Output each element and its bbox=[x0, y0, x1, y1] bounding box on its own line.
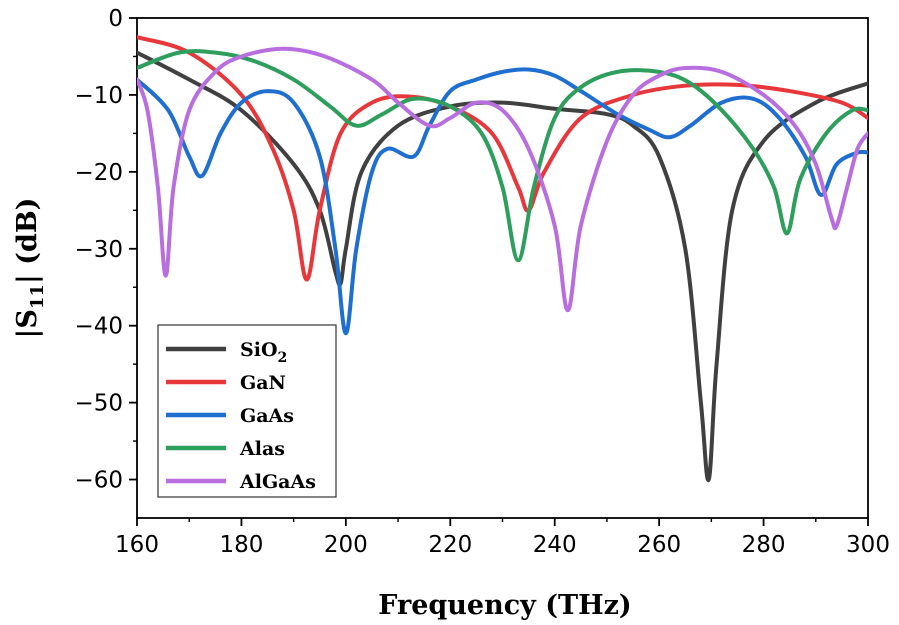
y-tick-label: −60 bbox=[74, 468, 123, 494]
y-tick-label: −50 bbox=[74, 391, 123, 417]
x-tick-label: 260 bbox=[637, 532, 681, 558]
y-axis-title-part-2: | (dB) bbox=[12, 198, 43, 284]
axis-tick-labels: 160 180 200 220 240 260 280 300 0 −10 −20 −30 −40 −50… bbox=[74, 6, 890, 558]
series-line-gaas bbox=[137, 67, 868, 336]
x-tick-label: 180 bbox=[219, 532, 263, 558]
x-tick-label: 220 bbox=[428, 532, 472, 558]
y-tick-label: −10 bbox=[74, 83, 123, 109]
x-tick-label: 200 bbox=[324, 532, 368, 558]
series-lines bbox=[137, 35, 868, 482]
x-tick-label: 160 bbox=[115, 532, 159, 558]
legend-box bbox=[157, 324, 337, 498]
y-tick-label: −20 bbox=[74, 160, 123, 186]
series-line-alas bbox=[137, 49, 868, 263]
y-tick-label: −40 bbox=[74, 314, 123, 340]
x-axis-title: Frequency (THz) bbox=[378, 590, 631, 621]
axis-ticks bbox=[129, 17, 869, 526]
x-tick-label: 240 bbox=[533, 532, 577, 558]
y-tick-label: −30 bbox=[74, 237, 123, 263]
x-tick-label: 300 bbox=[846, 532, 890, 558]
y-axis-title-part-1: |S bbox=[12, 309, 43, 338]
y-tick-label: 0 bbox=[108, 6, 123, 32]
legend-label-algaas: AlGaAs bbox=[239, 471, 316, 493]
legend-label-gaas: GaAs bbox=[240, 405, 294, 427]
y-axis-title: |S11| (dB) bbox=[12, 198, 48, 339]
legend-label-gan: GaN bbox=[240, 372, 286, 394]
y-axis-title-subscript: 11 bbox=[27, 284, 48, 309]
x-tick-label: 280 bbox=[742, 532, 786, 558]
legend-label-alas: Alas bbox=[239, 438, 285, 460]
series-line-algaas bbox=[137, 46, 868, 313]
